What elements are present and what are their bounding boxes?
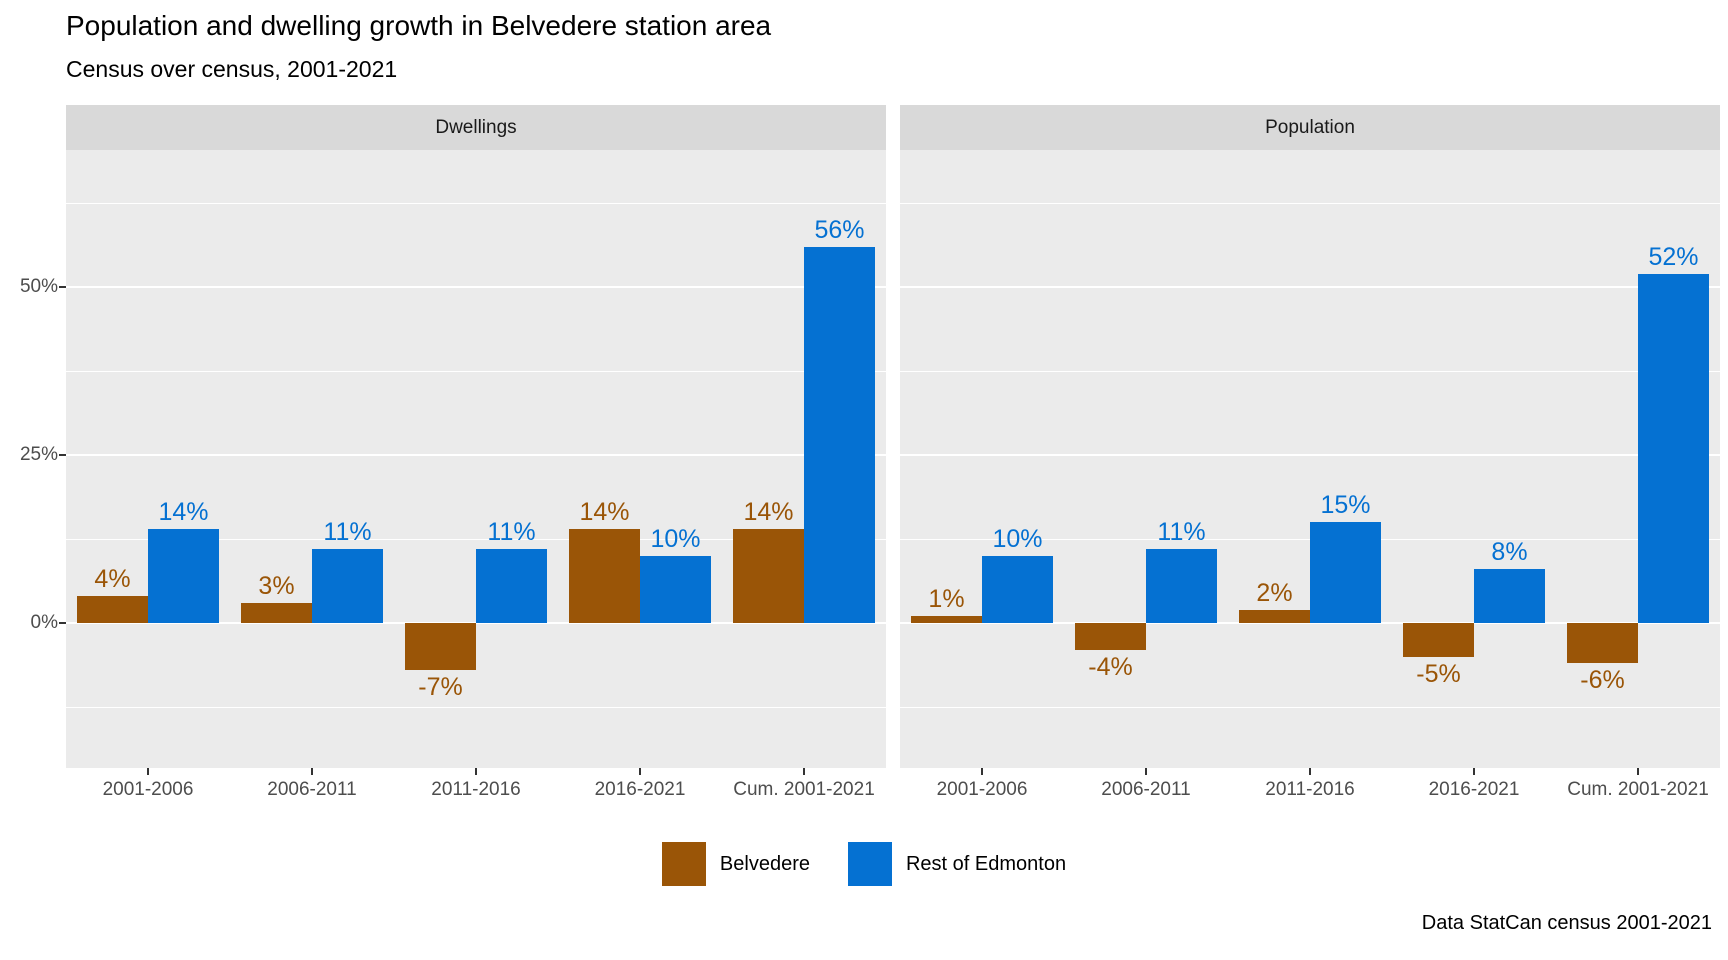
bar-value-label: 3%	[258, 571, 295, 600]
y-axis-tick	[59, 622, 66, 624]
x-axis-tick	[803, 768, 805, 775]
x-axis-tick	[1473, 768, 1475, 775]
bar	[241, 602, 312, 623]
y-axis-label: 25%	[19, 444, 58, 465]
legend-swatch-belvedere	[661, 842, 706, 886]
gridline-minor	[900, 203, 1720, 204]
x-axis-tick	[311, 768, 313, 775]
x-axis-tick	[147, 768, 149, 775]
y-axis-tick	[59, 454, 66, 456]
x-axis-label: 2006-2011	[1101, 779, 1191, 800]
bar-value-label: 15%	[1320, 491, 1371, 520]
bar-value-label: -7%	[418, 673, 463, 702]
facet-dwellings: Dwellings 4% 14% 3% 11% -7% 11% 14% 10% 14% 56% 2…	[66, 105, 886, 820]
x-axis-tick	[639, 768, 641, 775]
legend: Belvedere Rest of Edmonton	[0, 842, 1728, 886]
gridline-minor	[66, 707, 886, 708]
x-axis-tick	[981, 768, 983, 775]
gridline-minor	[900, 707, 1720, 708]
gridline-major	[66, 622, 886, 624]
y-axis-tick	[59, 286, 66, 288]
bar	[312, 549, 383, 623]
x-axis-label: 2016-2021	[1428, 779, 1520, 800]
x-axis-label: Cum. 2001-2021	[1567, 779, 1709, 800]
bar	[1638, 273, 1709, 623]
chart-title: Population and dwelling growth in Belved…	[66, 10, 772, 41]
gridline-minor	[66, 203, 886, 204]
x-axis-label: 2001-2006	[936, 779, 1028, 800]
bar-value-label: 8%	[1491, 538, 1528, 567]
bar	[77, 596, 148, 623]
gridline-major	[66, 286, 886, 288]
bar-value-label: 11%	[1157, 518, 1206, 547]
facet-strip-population: Population	[900, 105, 1720, 150]
x-axis-label: 2006-2011	[267, 779, 357, 800]
bar	[148, 528, 219, 623]
x-axis-tick	[1637, 768, 1639, 775]
facet-strip-dwellings: Dwellings	[66, 105, 886, 150]
bar	[982, 555, 1053, 623]
bar	[1310, 522, 1381, 623]
bar	[640, 555, 711, 623]
data-source-caption: Data StatCan census 2001-2021	[1421, 912, 1712, 934]
bar	[1146, 549, 1217, 623]
x-axis-label: Cum. 2001-2021	[733, 779, 875, 800]
bar-value-label: 11%	[323, 518, 372, 547]
bar-value-label: 1%	[928, 585, 965, 614]
panel: 1% 10% -4% 11% 2% 15% -5% 8% -6% 52%	[900, 150, 1720, 768]
bar-value-label: -6%	[1580, 666, 1625, 695]
x-axis-tick	[1309, 768, 1311, 775]
bar	[1403, 623, 1474, 657]
bar-value-label: -5%	[1416, 659, 1461, 688]
gridline-minor	[900, 371, 1720, 372]
bar-value-label: 52%	[1648, 242, 1699, 271]
chart-subtitle: Census over census, 2001-2021	[66, 56, 398, 82]
legend-label-belvedere: Belvedere	[719, 852, 810, 875]
bar-value-label: 14%	[579, 497, 630, 526]
legend-swatch-rest-of-edmonton	[847, 842, 892, 886]
gridline-major	[66, 454, 886, 456]
bar-value-label: 14%	[158, 497, 209, 526]
gridline-minor	[66, 371, 886, 372]
x-axis-tick	[475, 768, 477, 775]
bar-value-label: -4%	[1088, 652, 1133, 681]
gridline-major	[900, 286, 1720, 288]
bar-value-label: 2%	[1256, 578, 1293, 607]
panel: 4% 14% 3% 11% -7% 11% 14% 10% 14% 56%	[66, 150, 886, 768]
bar	[1239, 609, 1310, 623]
bar	[405, 623, 476, 671]
bar-value-label: 10%	[650, 524, 701, 553]
bar	[804, 246, 875, 623]
bar-value-label: 14%	[743, 497, 794, 526]
bar	[911, 616, 982, 623]
x-axis-label: 2011-2016	[1265, 779, 1355, 800]
bar	[1474, 569, 1545, 623]
gridline-major	[900, 454, 1720, 456]
x-axis: 2001-2006 2006-2011 2011-2016 2016-2021 Cum.…	[66, 768, 886, 820]
bar	[733, 528, 804, 623]
x-axis-label: 2011-2016	[431, 779, 521, 800]
bar	[476, 549, 547, 623]
x-axis-label: 2001-2006	[102, 779, 194, 800]
bar-value-label: 4%	[94, 565, 131, 594]
y-axis-label: 50%	[19, 276, 58, 297]
legend-label-rest-of-edmonton: Rest of Edmonton	[905, 852, 1067, 875]
gridline-minor	[66, 539, 886, 540]
bar-value-label: 56%	[814, 215, 865, 244]
gridline-major	[900, 622, 1720, 624]
x-axis: 2001-2006 2006-2011 2011-2016 2016-2021 Cum.…	[900, 768, 1720, 820]
bar-value-label: 10%	[992, 524, 1043, 553]
bar	[569, 528, 640, 623]
x-axis-label: 2016-2021	[594, 779, 686, 800]
facet-population: Population 1% 10% -4% 11% 2% 15% -5% 8% -6% 52% 2…	[900, 105, 1720, 820]
y-axis-label: 0%	[30, 612, 58, 633]
bar	[1567, 623, 1638, 664]
x-axis-tick	[1145, 768, 1147, 775]
bar	[1075, 623, 1146, 650]
bar-value-label: 11%	[487, 518, 536, 547]
